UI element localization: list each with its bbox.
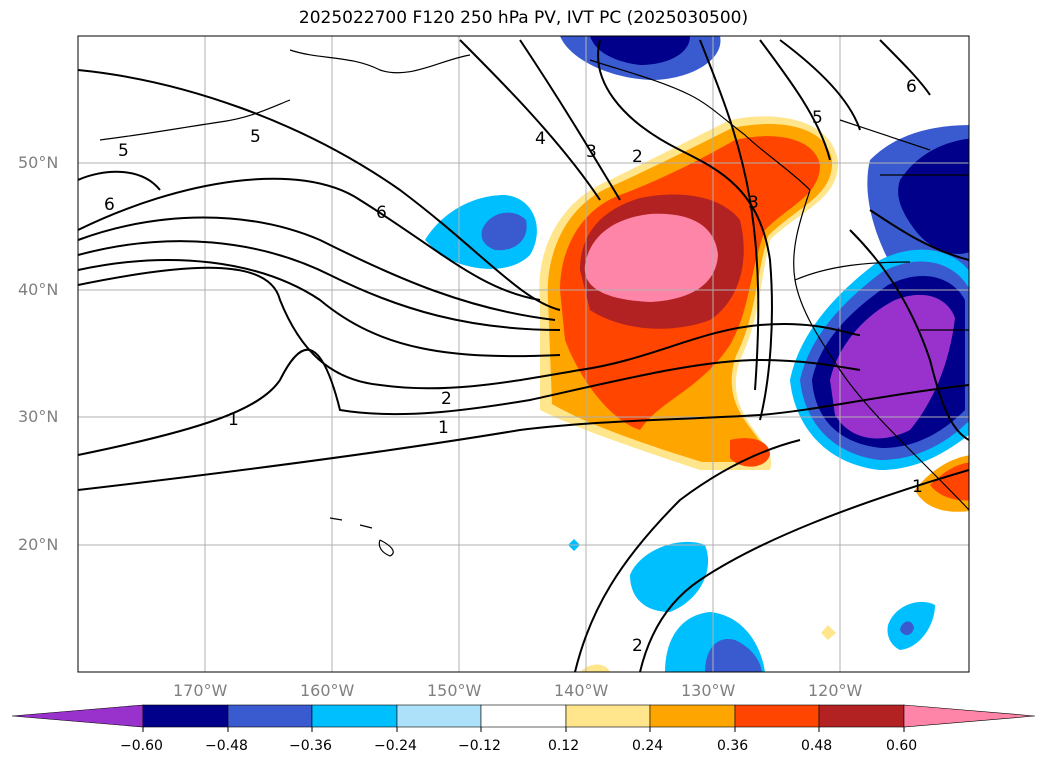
colorbar-cell bbox=[11, 704, 144, 728]
contour-label: 5 bbox=[250, 127, 261, 147]
contour-label: 6 bbox=[104, 195, 115, 215]
contour-label: 6 bbox=[906, 77, 917, 97]
contour-label: 2 bbox=[441, 389, 452, 409]
negative-anomaly-north-core bbox=[590, 36, 690, 65]
colorbar-cell bbox=[649, 704, 736, 728]
contour-label: 1 bbox=[228, 410, 239, 430]
colorbar-tick-label: −0.48 bbox=[205, 738, 248, 754]
contour-label: 4 bbox=[535, 129, 546, 149]
negative-anomaly-south2-core bbox=[705, 638, 762, 672]
colorbar-cell bbox=[818, 704, 905, 728]
contour-label: 3 bbox=[748, 193, 759, 213]
pv-contours bbox=[78, 39, 969, 672]
negative-anomaly-midpacific-core bbox=[481, 212, 527, 251]
colorbar-tick-label: −0.36 bbox=[289, 738, 332, 754]
colorbar-tick-label: −0.24 bbox=[374, 738, 417, 754]
colorbar-tick-label: 0.24 bbox=[632, 738, 664, 754]
contour-label: 2 bbox=[632, 147, 643, 167]
lat-label: 20°N bbox=[18, 535, 59, 554]
map-frame bbox=[77, 35, 970, 673]
colorbar-tick-label: −0.12 bbox=[458, 738, 501, 754]
negative-anomaly-south1 bbox=[630, 541, 709, 612]
contour-label: 6 bbox=[376, 203, 387, 223]
negative-anomaly-northeast-core bbox=[898, 138, 969, 254]
gridlines bbox=[78, 36, 969, 672]
colorbar-cell bbox=[565, 704, 651, 728]
positive-anomaly-speck bbox=[821, 625, 836, 640]
colorbar-ticks bbox=[142, 727, 905, 732]
map-title: 2025022700 F120 250 hPa PV, IVT PC (2025… bbox=[298, 8, 749, 28]
lon-label: 160°W bbox=[300, 681, 355, 700]
colorbar-cell bbox=[311, 704, 398, 728]
contour-label: 5 bbox=[812, 108, 823, 128]
colorbar-cell bbox=[734, 704, 820, 728]
colorbar-tick-label: 0.36 bbox=[717, 738, 749, 754]
lat-label: 50°N bbox=[18, 153, 59, 172]
colorbar bbox=[11, 704, 1036, 732]
colorbar-cell bbox=[142, 704, 229, 728]
colorbar-cell bbox=[396, 704, 482, 728]
colorbar-tick-label: 0.12 bbox=[548, 738, 580, 754]
lon-label: 120°W bbox=[808, 681, 863, 700]
contour-label: 1 bbox=[438, 418, 449, 438]
pv-contour-labels: 5 5 6 6 4 3 2 2 1 1 3 2 6 5 1 bbox=[104, 77, 923, 656]
contour-label: 1 bbox=[912, 477, 923, 497]
colorbar-cell bbox=[480, 704, 567, 728]
colorbar-tick-label: −0.60 bbox=[120, 738, 163, 754]
lon-label: 140°W bbox=[554, 681, 609, 700]
colorbar-cell bbox=[903, 704, 1036, 728]
positive-anomaly-pink bbox=[584, 213, 718, 302]
negative-anomaly-southeast-small-core bbox=[900, 621, 914, 636]
coastlines bbox=[99, 49, 969, 557]
lon-label: 170°W bbox=[173, 681, 228, 700]
lat-label: 40°N bbox=[18, 280, 59, 299]
positive-anomaly-bottom bbox=[580, 664, 610, 672]
lon-label: 150°W bbox=[427, 681, 482, 700]
lat-label: 30°N bbox=[18, 407, 59, 426]
contour-label: 3 bbox=[586, 142, 597, 162]
contour-label: 5 bbox=[118, 141, 129, 161]
contour-label: 2 bbox=[632, 636, 643, 656]
ivt-shading bbox=[425, 36, 969, 672]
colorbar-tick-label: 0.48 bbox=[801, 738, 833, 754]
colorbar-cell bbox=[227, 704, 313, 728]
negative-anomaly-southeast-core bbox=[830, 294, 955, 439]
lon-label: 130°W bbox=[681, 681, 736, 700]
positive-anomaly-small bbox=[730, 438, 770, 467]
map-content bbox=[78, 36, 969, 672]
colorbar-tick-label: 0.60 bbox=[886, 738, 918, 754]
